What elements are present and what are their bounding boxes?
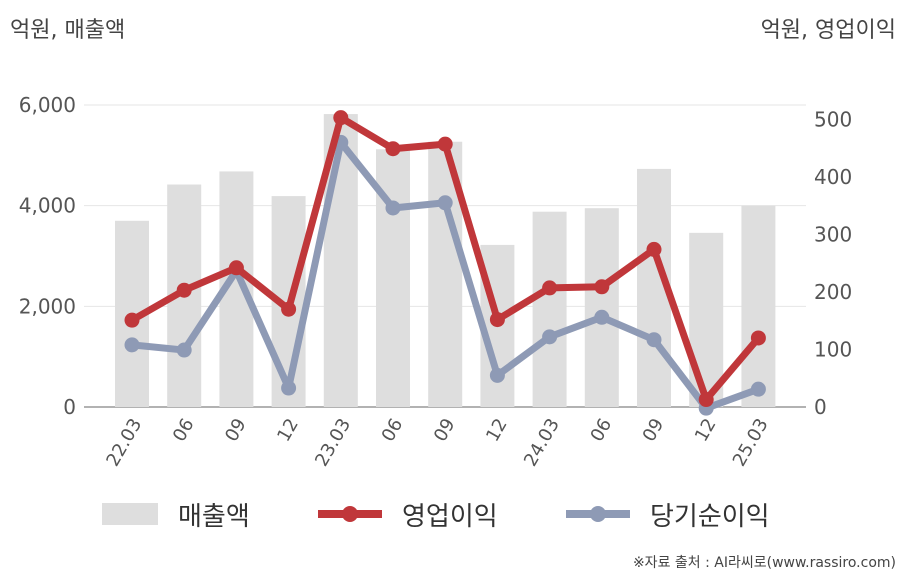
left-axis-unit: 억원, 매출액 [10, 18, 126, 43]
left-y-tick-label: 2,000 [19, 294, 76, 318]
operating-profit-point [228, 260, 244, 276]
operating-profit-point [281, 301, 297, 317]
revenue-bar [741, 205, 776, 407]
operating-profit-point [646, 241, 662, 257]
right-y-tick-label: 100 [814, 337, 852, 361]
revenue-bar [689, 232, 724, 407]
left-y-tick-label: 6,000 [19, 93, 76, 117]
operating-profit-point [750, 330, 766, 346]
x-tick-label: 25.03 [729, 415, 773, 470]
net-income-point [750, 381, 766, 397]
legend-item-operating-profit: 영업이익 [318, 492, 498, 536]
legend-label-operating-profit: 영업이익 [402, 501, 498, 532]
x-tick-label: 09 [221, 415, 251, 445]
x-tick-label: 06 [169, 415, 199, 445]
revenue-bar [584, 208, 619, 407]
operating-profit-point [594, 279, 610, 295]
net-income-point [281, 380, 297, 396]
net-income-point [542, 329, 558, 345]
x-tick-label: 12 [273, 415, 303, 445]
right-y-tick-label: 0 [814, 395, 827, 419]
right-y-tick-label: 300 [814, 222, 852, 246]
x-tick-label: 24.03 [520, 415, 564, 470]
operating-profit-point [437, 136, 453, 152]
revenue-bar [532, 211, 567, 407]
operating-profit-point [176, 282, 192, 298]
x-tick-label: 12 [482, 415, 512, 445]
legend-item-net-income: 당기순이익 [566, 492, 770, 536]
legend-swatch-net-income [566, 503, 630, 525]
x-tick-label: 06 [378, 415, 408, 445]
operating-profit-point [698, 392, 714, 408]
right-y-tick-label: 200 [814, 280, 852, 304]
operating-profit-point [124, 312, 140, 328]
left-y-tick-label: 0 [63, 395, 76, 419]
x-tick-label: 12 [691, 415, 721, 445]
chart-legend: 매출액 영업이익 당기순이익 [0, 492, 908, 536]
source-note: ※자료 출처 : AI라씨로(www.rassiro.com) [632, 555, 896, 571]
operating-profit-point [385, 141, 401, 157]
legend-label-revenue: 매출액 [178, 501, 250, 532]
x-tick-label: 23.03 [311, 415, 355, 470]
net-income-point [124, 337, 140, 353]
legend-item-revenue: 매출액 [102, 492, 250, 536]
right-axis-unit: 억원, 영업이익 [760, 18, 896, 43]
x-tick-label: 22.03 [102, 415, 146, 470]
net-income-point [594, 309, 610, 325]
legend-swatch-operating-profit [318, 503, 382, 525]
x-tick-label: 09 [639, 415, 669, 445]
legend-swatch-revenue [102, 503, 158, 525]
combo-chart: 0 2,000 4,000 6,000 0 100 200 300 400 500 22.03 0… [19, 93, 852, 470]
x-tick-label: 09 [430, 415, 460, 445]
right-y-tick-label: 500 [814, 107, 852, 131]
operating-profit-point [489, 312, 505, 328]
net-income-point [385, 200, 401, 216]
net-income-point [437, 195, 453, 211]
operating-profit-point [333, 110, 349, 126]
left-y-tick-label: 4,000 [19, 194, 76, 218]
x-tick-label: 06 [586, 415, 616, 445]
net-income-point [176, 342, 192, 358]
net-income-point [489, 367, 505, 383]
net-income-point [646, 332, 662, 348]
legend-label-net-income: 당기순이익 [650, 501, 770, 532]
operating-profit-point [542, 280, 558, 296]
right-y-tick-label: 400 [814, 165, 852, 189]
